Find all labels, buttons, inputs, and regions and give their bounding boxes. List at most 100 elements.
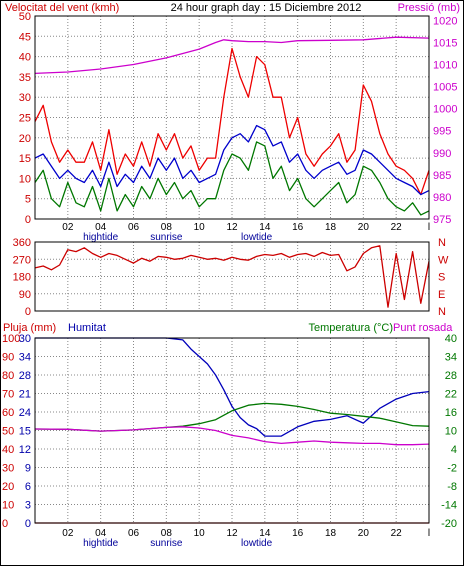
rain-tick-30: 30 [2,463,14,475]
bottom-panel-grid [35,338,430,523]
humidity-tick-6: 12 [19,444,31,456]
direction-tick-90: 90 [19,289,31,301]
wind-speed-tick-15: 15 [19,153,31,165]
rain-tick-100: 100 [2,333,20,345]
pressure-line [34,36,430,75]
humidity-tick-0: 30 [19,333,31,345]
temperature-tick-5: 10 [445,426,457,438]
pressure-tick-1000: 1000 [433,104,457,116]
temperature-tick-10: -20 [441,518,457,530]
wind-speed-tick-10: 10 [19,173,31,185]
x-annotation-hightide: hightide [83,232,118,243]
temperature-tick-2: 28 [445,370,457,382]
rain-axis-title: Pluja (mm) [3,322,56,334]
chart-title: 24 hour graph day : 15 Diciembre 2012 [171,2,362,14]
rain-tick-50: 50 [2,426,14,438]
wind-speed-tick-5: 5 [25,194,31,206]
humidity-tick-9: 3 [25,500,31,512]
direction-panel-frame [34,241,430,312]
temperature-axis-title: Temperatura (°C) [309,322,393,334]
wind-gust-line [34,47,430,196]
x-tick-12: 12 [226,528,238,539]
x-annotation-sunrise: sunrise [150,538,183,549]
x-tick-08: 08 [161,528,173,539]
temperature-tick-6: 4 [451,444,457,456]
temperature-tick-8: -8 [447,481,457,493]
rain-tick-40: 40 [2,444,14,456]
compass-tick-2: S [438,272,445,284]
direction-panel-series [34,245,430,308]
x-annotation-hightide: hightide [83,538,118,549]
pressure-tick-1010: 1010 [433,60,457,72]
rain-tick-90: 90 [2,352,14,364]
compass-tick-1: W [438,254,449,266]
humidity-tick-2: 28 [19,370,31,382]
x-tick-04: 04 [95,222,107,233]
pressure-tick-975: 975 [433,214,451,226]
x-tick-l: l [428,528,430,539]
wind-speed-tick-20: 20 [19,133,31,145]
bottom-panel-frame [34,337,430,524]
x-tick-20: 20 [358,528,370,539]
pressure-tick-labels: 1020 1015 1010 1005 1000 995 990 985 980 975 [433,15,457,226]
x-tick-10: 10 [194,528,206,539]
pressure-tick-985: 985 [433,170,451,182]
x-tick-04: 04 [95,528,107,539]
x-tick-06: 06 [128,222,140,233]
wind-speed-tick-40: 40 [19,52,31,64]
top-panel-x-tick-labels: 02 04 06 08 10 12 14 16 18 20 22 l hightide sunrise lo… [62,222,430,243]
humidity-tick-8: 6 [25,481,31,493]
dew-point-line [34,426,430,446]
x-annotation-lowtide: lowtide [241,232,273,243]
x-annotation-sunrise: sunrise [150,232,183,243]
compass-tick-0: N [438,237,446,249]
pressure-tick-1020: 1020 [433,15,457,27]
temperature-tick-7: -2 [447,463,457,475]
direction-tick-0: 0 [25,306,31,318]
top-panel-series [34,36,430,216]
bottom-panel-x-tick-labels: 02 04 06 08 10 12 14 16 18 20 22 l hightide sunrise lo… [62,528,430,549]
rain-tick-20: 20 [2,481,14,493]
direction-tick-180: 180 [13,272,31,284]
x-tick-22: 22 [391,222,403,233]
rain-tick-70: 70 [2,389,14,401]
x-tick-20: 20 [358,222,370,233]
temperature-tick-labels: 40 34 28 22 16 10 4 -2 -8 -14 -20 [441,333,457,530]
wind-speed-tick-0: 0 [25,214,31,226]
x-tick-06: 06 [128,528,140,539]
pressure-tick-995: 995 [433,126,451,138]
x-tick-10: 10 [194,222,206,233]
dew-point-axis-title: Punt rosada [393,322,453,334]
x-tick-02: 02 [62,222,74,233]
rain-tick-10: 10 [2,500,14,512]
direction-tick-360: 360 [13,237,31,249]
x-tick-l: l [428,222,430,233]
humidity-tick-1: 34 [19,352,31,364]
x-annotation-lowtide: lowtide [241,538,273,549]
x-tick-14: 14 [259,222,271,233]
temperature-tick-1: 34 [445,352,457,364]
wind-low-line [34,141,430,216]
humidity-tick-7: 9 [25,463,31,475]
wind-speed-tick-35: 35 [19,72,31,84]
wind-speed-tick-25: 25 [19,113,31,125]
wind-speed-axis-title: Velocitat del vent (kmh) [5,2,119,14]
pressure-tick-1005: 1005 [433,82,457,94]
rain-tick-60: 60 [2,407,14,419]
x-tick-18: 18 [325,528,337,539]
compass-tick-4: N [438,306,446,318]
x-tick-12: 12 [226,222,238,233]
wind-speed-tick-30: 30 [19,92,31,104]
direction-tick-270: 270 [13,254,31,266]
direction-degree-tick-labels: 360 270 180 90 0 [13,237,31,318]
pressure-axis-title: Pressió (mb) [398,2,460,14]
x-tick-22: 22 [391,528,403,539]
x-tick-18: 18 [325,222,337,233]
wind-speed-tick-45: 45 [19,31,31,43]
